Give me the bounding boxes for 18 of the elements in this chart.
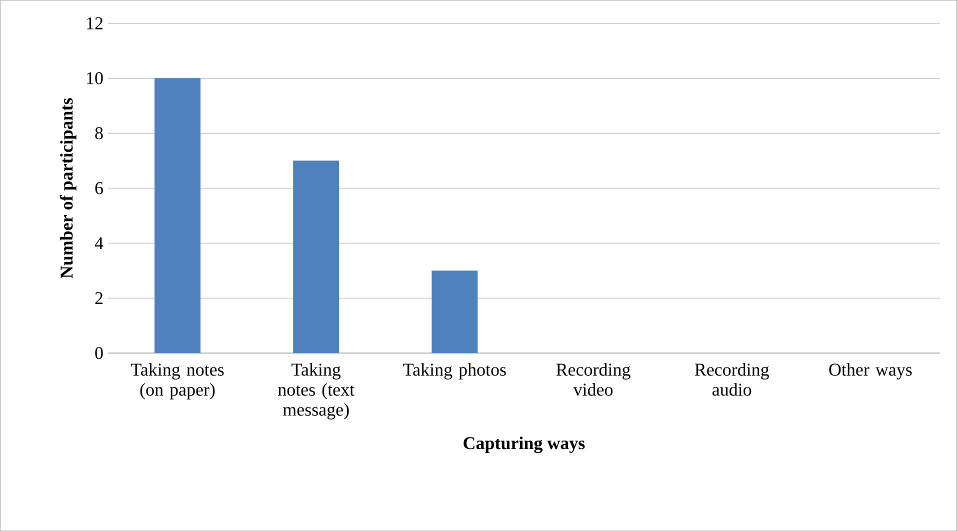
x-tick-label: Taking notes (text message) — [278, 362, 354, 420]
y-tick-label: 4 — [94, 237, 104, 249]
x-axis-title: Capturing ways — [464, 436, 585, 453]
y-tick-label: 0 — [95, 346, 103, 360]
y-tick-label: 6 — [95, 182, 103, 194]
y-tick-label: 2 — [95, 292, 103, 304]
x-tick-label: Taking notes (on paper) — [131, 362, 224, 400]
y-axis-title: Number of participants — [60, 98, 76, 278]
x-tick-label: Other ways — [829, 362, 912, 380]
bar — [293, 160, 340, 353]
x-tick-label: Recording audio — [694, 362, 769, 396]
y-tick-label: 10 — [87, 72, 103, 84]
x-tick-label: Recording video — [556, 362, 630, 396]
bar — [432, 270, 478, 353]
x-tick-label: Taking photos — [403, 362, 506, 380]
y-tick-label: 8 — [95, 126, 103, 140]
y-tick-label: 12 — [87, 17, 103, 30]
bar — [154, 78, 200, 353]
